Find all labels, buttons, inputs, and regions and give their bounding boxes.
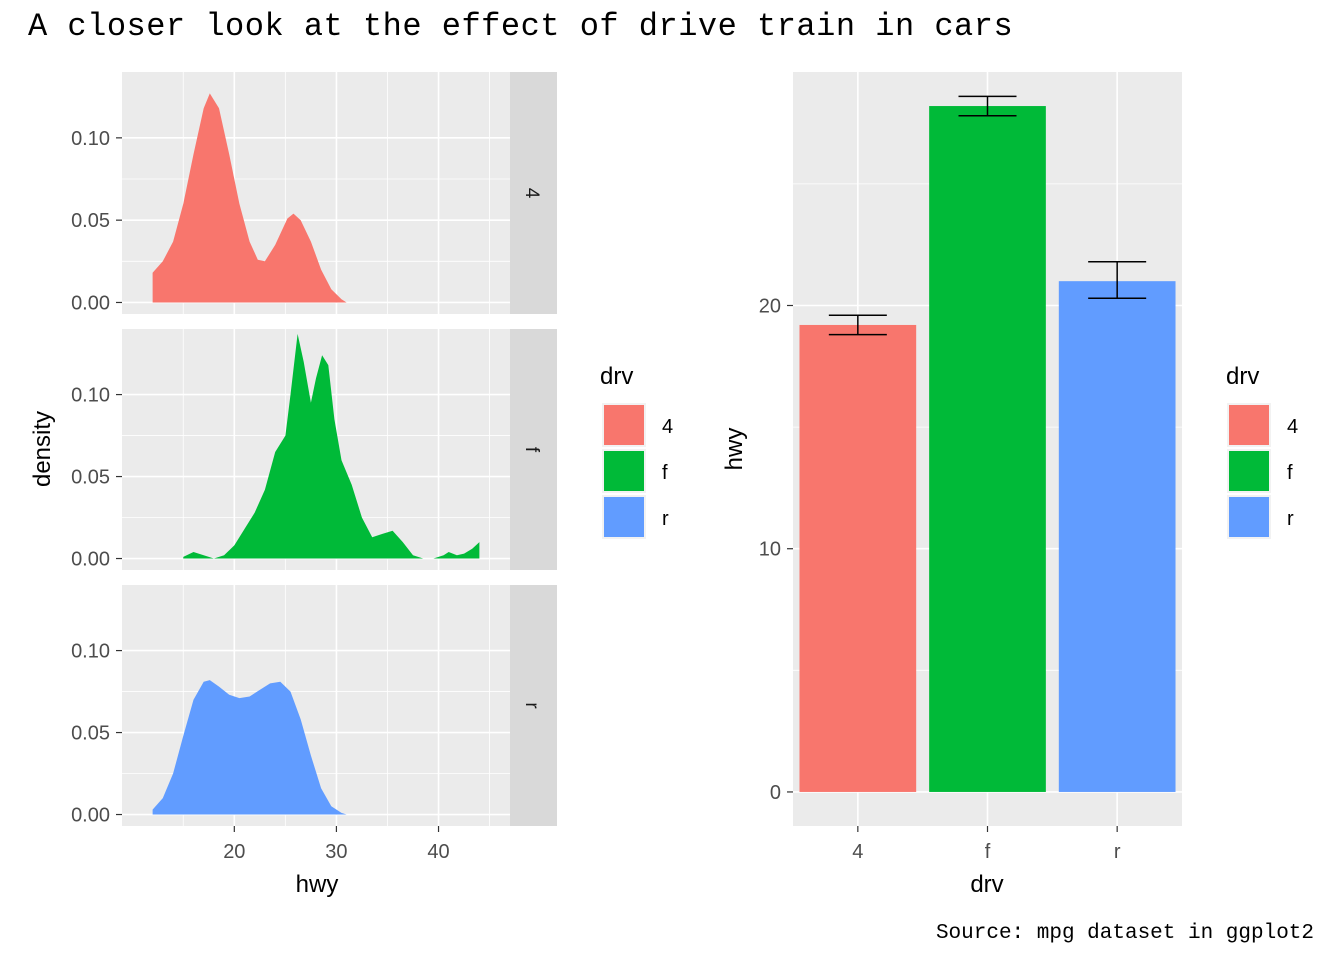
facet-strip-label: f	[521, 447, 542, 453]
legend-key-r	[604, 497, 644, 537]
y-tick-label: 0.00	[71, 549, 110, 571]
facet-strip-f	[510, 329, 557, 570]
legend-left-title: drv	[600, 363, 633, 390]
legend-label-4: 4	[662, 416, 673, 438]
x-tick-label: 30	[325, 841, 347, 863]
y-tick-label: 0.05	[71, 723, 110, 745]
facet-strip-4	[510, 72, 557, 314]
density-area-r	[152, 680, 347, 815]
legend-right-title: drv	[1226, 363, 1259, 390]
legend-label-f: f	[662, 462, 668, 484]
facet-strip-r	[510, 585, 557, 826]
legend-right: drv 4 f r	[1226, 363, 1298, 539]
plot-caption: Source: mpg dataset in ggplot2	[935, 922, 1314, 945]
bar-r	[1058, 281, 1176, 792]
density-facet-plot: 0.00 0.05 0.10 4 0.00 0.05 0.10 f 0.00 0.05 0.10 r 2…	[71, 72, 557, 863]
y-tick-label: 20	[759, 295, 781, 317]
facet-strip-label: r	[521, 702, 542, 709]
legend-key-f	[1229, 451, 1269, 491]
legend-key-4	[1229, 405, 1269, 445]
y-tick-label: 0.00	[71, 292, 110, 314]
y-tick-label: 0.10	[71, 641, 110, 663]
y-tick-label: 0.10	[71, 128, 110, 150]
legend-label-f: f	[1287, 462, 1293, 484]
density-area-4	[152, 93, 347, 303]
legend-label-r: r	[1287, 508, 1294, 530]
y-tick-label: 0.00	[71, 805, 110, 827]
facet-strip-label: 4	[521, 188, 542, 199]
left-x-axis-title: hwy	[296, 871, 339, 898]
y-tick-label: 0.05	[71, 467, 110, 489]
density-area-f	[183, 333, 480, 559]
right-x-axis-title: drv	[970, 871, 1003, 898]
left-y-axis-title: density	[29, 411, 56, 487]
x-tick-label: r	[1114, 841, 1121, 863]
legend-label-4: 4	[1287, 416, 1298, 438]
legend-key-r	[1229, 497, 1269, 537]
legend-left: drv 4 f r	[600, 363, 673, 539]
bar-f	[929, 106, 1046, 792]
right-y-axis-title: hwy	[721, 428, 748, 471]
x-tick-label: f	[985, 841, 991, 863]
x-tick-label: 40	[427, 841, 449, 863]
legend-key-f	[604, 451, 644, 491]
x-tick-label: 20	[223, 841, 245, 863]
bar-chart: 0 10 20 4 f r	[759, 72, 1182, 863]
legend-key-4	[604, 405, 644, 445]
y-tick-label: 0	[770, 782, 781, 804]
x-tick-label: 4	[852, 841, 863, 863]
y-tick-label: 0.05	[71, 210, 110, 232]
bar-4	[799, 324, 917, 792]
plot-title: A closer look at the effect of drive tra…	[28, 8, 1014, 45]
y-tick-label: 0.10	[71, 385, 110, 407]
y-tick-label: 10	[759, 539, 781, 561]
legend-label-r: r	[662, 508, 669, 530]
